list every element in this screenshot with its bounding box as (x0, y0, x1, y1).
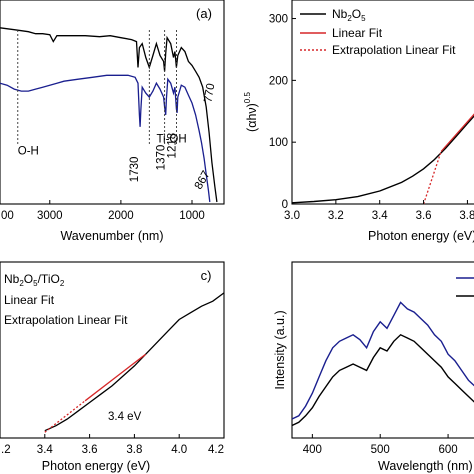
panel-a-xtick-label: 2000 (108, 210, 134, 222)
panel-a-series (0, 27, 218, 203)
panel-a-xlabel: Wavenumber (nm) (60, 229, 163, 243)
panel-a-series-1 (0, 27, 218, 203)
panel-a-series-2 (0, 74, 211, 203)
panel-a-markers (17, 30, 177, 144)
panel-c-series (44, 292, 225, 433)
panel-b-xtick-label: 3.6 (416, 210, 432, 222)
panel-d-xlabel: Wavelength (nm) (378, 459, 473, 473)
panel-b-series-1 (291, 115, 474, 204)
panel-c-xtick-label: 4.2 (208, 444, 224, 456)
panel-a-annotation: O-H (18, 145, 39, 157)
legend-label-extrapolation-c: Extrapolation Linear Fit (4, 313, 128, 327)
panel-c-series-2 (84, 353, 146, 402)
panel-b-ytick-label: 200 (269, 75, 288, 87)
legend-label-nb2o5-tio2: Nb2O5/TiO2 (4, 272, 65, 288)
panel-a-annotation: 1370 (155, 145, 167, 171)
panel-c: .2 3.4 3.6 3.8 4.0 4.2 c) Nb2O5/TiO2 Linear F… (0, 261, 225, 473)
panel-d: 400 500 600 Intensity (a.u.) Wavelength (n… (273, 261, 474, 473)
panel-a-annotation: 867 (193, 169, 213, 192)
legend-label-nb2o5: Nb2O5 (332, 7, 366, 23)
panel-b-xtick-label: 3.4 (372, 210, 389, 222)
panel-d-xtick-label: 400 (303, 444, 322, 456)
panel-c-legend: Nb2O5/TiO2 Linear Fit Extrapolation Line… (4, 272, 128, 327)
panel-c-series-1 (44, 292, 225, 432)
panel-a-tick-partial: 00 (1, 210, 14, 222)
panel-c-xtick-label: 3.8 (126, 444, 142, 456)
panel-c-annotation: 3.4 eV (108, 411, 142, 423)
legend-label-extrapolation: Extrapolation Linear Fit (332, 43, 456, 57)
panel-c-ticks: .2 3.4 3.6 3.8 4.0 4.2 (0, 434, 225, 456)
panel-d-legend (456, 277, 474, 297)
panel-c-xtick-label: 3.6 (82, 444, 98, 456)
panel-b-xlabel: Photon energy (eV) (368, 229, 474, 243)
panel-c-frame (0, 261, 225, 439)
legend-label-linear-fit-c: Linear Fit (4, 293, 55, 307)
panel-a-ticks: 3000 2000 1000 (37, 200, 205, 222)
panel-d-ticks: 400 500 600 (303, 434, 458, 456)
panel-a-xtick-label: 1000 (179, 210, 205, 222)
panel-a-xtick-label: 3000 (37, 210, 63, 222)
panel-d-xtick-label: 600 (438, 444, 457, 456)
panel-a-frame (0, 0, 225, 205)
panel-a-annotation: Ti-OH (156, 134, 186, 146)
panel-d-series (291, 301, 474, 427)
panel-c-xtick-label: 4.0 (171, 444, 187, 456)
panel-c-label: c) (201, 268, 212, 283)
panel-b-frame (291, 0, 474, 205)
panel-c-xtick-label: .2 (1, 444, 11, 456)
panel-b-series-3 (422, 151, 442, 205)
panel-b-series-2 (440, 113, 474, 152)
panel-c-series-3 (44, 400, 86, 433)
panel-a-annotation: 770 (202, 83, 217, 104)
panel-b-ytick-label: 300 (269, 14, 288, 26)
panel-d-frame (291, 261, 474, 439)
panel-b-ytick-label: 0 (282, 199, 288, 211)
panel-c-xlabel: Photon energy (eV) (42, 459, 150, 473)
panel-b-xtick-label: 3.8 (459, 210, 474, 222)
panel-b-ylabel: (αhν)0.5 (243, 92, 259, 132)
panel-a-label: (a) (196, 6, 212, 21)
panel-b-legend: Nb2O5 Linear Fit Extrapolation Linear Fi… (300, 7, 456, 57)
panel-b-xtick-label: 3.0 (284, 210, 300, 222)
panel-b: 3.0 3.2 3.4 3.6 3.8 0 100 200 300 Nb2O5 Linear F… (243, 0, 474, 243)
panel-d-series-2 (291, 333, 474, 427)
panel-d-xtick-label: 500 (371, 444, 390, 456)
panel-d-series-1 (291, 301, 474, 420)
panel-a-annotations: O-H Ti-OH 1730 1370 1218 867 770 (18, 83, 218, 192)
panel-a-annotation: 1218 (167, 133, 179, 159)
panel-b-xtick-label: 3.2 (328, 210, 344, 222)
panel-b-ytick-label: 100 (269, 137, 288, 149)
panel-a-annotation: 1730 (129, 157, 141, 183)
panel-d-ylabel: Intensity (a.u.) (273, 310, 287, 389)
panel-b-ticks: 3.0 3.2 3.4 3.6 3.8 0 100 200 300 (269, 14, 474, 222)
panel-b-series (291, 113, 474, 205)
panel-c-xtick-label: 3.4 (37, 444, 54, 456)
legend-label-linear-fit: Linear Fit (332, 26, 383, 40)
